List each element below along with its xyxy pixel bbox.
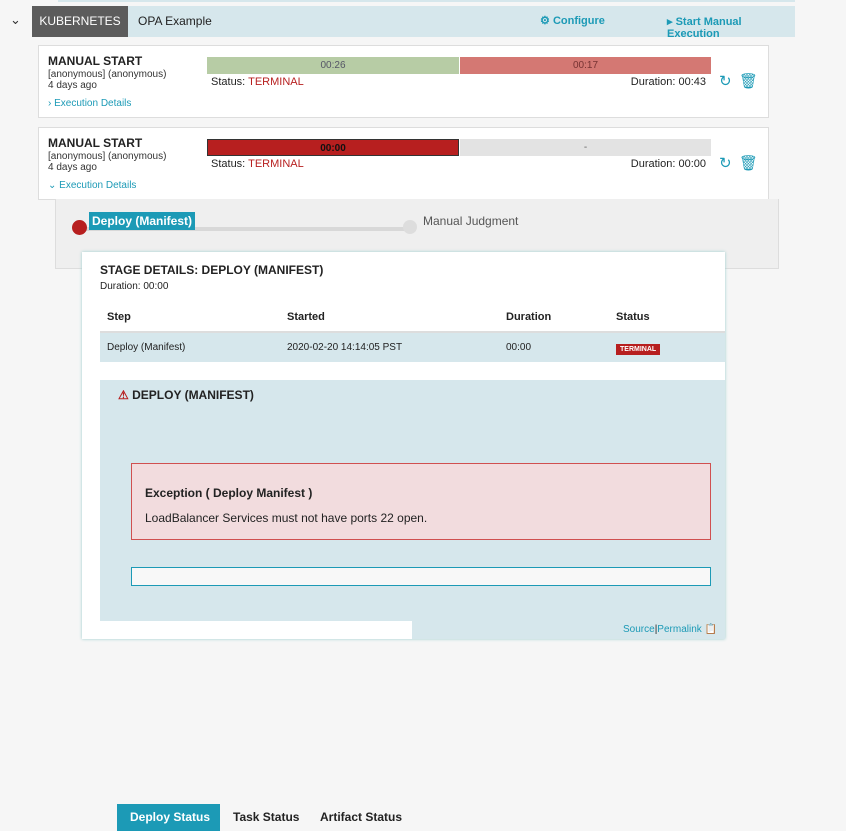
column-header: Step [107, 310, 131, 323]
permalink-link[interactable]: Permalink [657, 624, 702, 635]
top-divider [58, 0, 795, 2]
step-cell: Deploy (Manifest) [107, 342, 186, 353]
stage-details-title: STAGE DETAILS: DEPLOY (MANIFEST) [100, 263, 324, 277]
trash-icon[interactable]: 🗑 [739, 155, 759, 172]
source-link[interactable]: Source [623, 624, 655, 635]
tab-deploy-status[interactable]: Deploy Status [117, 804, 224, 831]
footer-links: Source|Permalink 📋 [623, 624, 717, 635]
configure-link[interactable]: ⚙ Configure [540, 15, 605, 27]
stage-label[interactable]: Manual Judgment [423, 214, 519, 228]
execution-status: Status: TERMINAL [211, 76, 304, 88]
execution-user: [anonymous] (anonymous) [48, 69, 167, 80]
status-badge: TERMINAL [616, 343, 661, 355]
clipboard-icon[interactable]: 📋 [704, 624, 717, 635]
column-header: Duration [506, 310, 552, 323]
collapse-chevron-icon[interactable]: ⌄ [10, 12, 21, 27]
tab-task-status[interactable]: Task Status [220, 804, 313, 831]
stage-node[interactable] [403, 220, 417, 234]
column-header: Started [287, 310, 325, 323]
stage-label-active[interactable]: Deploy (Manifest) [89, 212, 196, 230]
stage-bar-segment[interactable]: 00:17 [460, 57, 711, 74]
execution-title: MANUAL START [48, 136, 143, 150]
step-detail-panel: ⚠ DEPLOY (MANIFEST) Deploy Status Task S… [100, 380, 725, 831]
gear-icon: ⚙ [540, 15, 550, 27]
rerun-icon[interactable]: ↻ [719, 73, 732, 90]
pipeline-header: KUBERNETES OPA Example ⚙ Configure ▸ Sta… [32, 6, 795, 40]
chevron-down-icon: ⌄ [48, 180, 57, 191]
execution-duration: Duration: 00:43 [630, 76, 706, 88]
stage-bar-segment[interactable]: 00:00 [207, 139, 459, 156]
play-icon: ▸ [667, 16, 673, 28]
column-header: Status [616, 310, 650, 323]
stage-node-failed[interactable] [72, 220, 87, 235]
trash-icon[interactable]: 🗑 [739, 73, 759, 90]
tab-artifact-status[interactable]: Artifact Status [307, 804, 416, 831]
chevron-right-icon: › [48, 98, 52, 109]
stage-bar-segment[interactable]: - [460, 139, 711, 156]
started-cell: 2020-02-20 14:14:05 PST [287, 342, 403, 353]
warning-icon: ⚠ [118, 388, 129, 402]
duration-cell: 00:00 [506, 342, 532, 353]
execution-details-toggle[interactable]: › Execution Details [48, 98, 132, 109]
execution-card: MANUAL START [anonymous] (anonymous) 4 d… [38, 45, 769, 118]
execution-card: MANUAL START [anonymous] (anonymous) 4 d… [38, 127, 769, 200]
execution-user: [anonymous] (anonymous) [48, 151, 167, 162]
execution-time: 4 days ago [48, 162, 97, 173]
start-manual-execution-link[interactable]: ▸ Start Manual Execution [667, 16, 742, 40]
pipeline-name: OPA Example [138, 14, 212, 28]
graph-connector [86, 227, 416, 231]
step-title: ⚠ DEPLOY (MANIFEST) [118, 388, 254, 402]
stage-bar-segment[interactable]: 00:26 [207, 57, 459, 74]
steps-table: Step Started Duration Status Deploy (Man… [100, 302, 725, 362]
execution-title: MANUAL START [48, 54, 143, 68]
status-cell: TERMINAL [616, 332, 725, 362]
error-message: LoadBalancer Services must not have port… [145, 511, 428, 525]
table-row[interactable]: Deploy (Manifest) 2020-02-20 14:14:05 PS… [100, 332, 725, 362]
stage-details-panel: STAGE DETAILS: DEPLOY (MANIFEST) Duratio… [82, 252, 725, 831]
execution-duration: Duration: 00:00 [630, 158, 706, 170]
execution-time: 4 days ago [48, 80, 97, 91]
execution-details-toggle[interactable]: ⌄ Execution Details [48, 180, 137, 191]
execution-status: Status: TERMINAL [211, 158, 304, 170]
error-title: Exception ( Deploy Manifest ) [145, 486, 313, 500]
application-badge: KUBERNETES [32, 6, 128, 37]
error-box: Exception ( Deploy Manifest ) LoadBalanc… [131, 463, 711, 540]
output-field[interactable] [131, 567, 711, 586]
footer-bar: Source|Permalink 📋 [412, 621, 725, 639]
stage-duration: Duration: 00:00 [100, 281, 169, 292]
rerun-icon[interactable]: ↻ [719, 155, 732, 172]
